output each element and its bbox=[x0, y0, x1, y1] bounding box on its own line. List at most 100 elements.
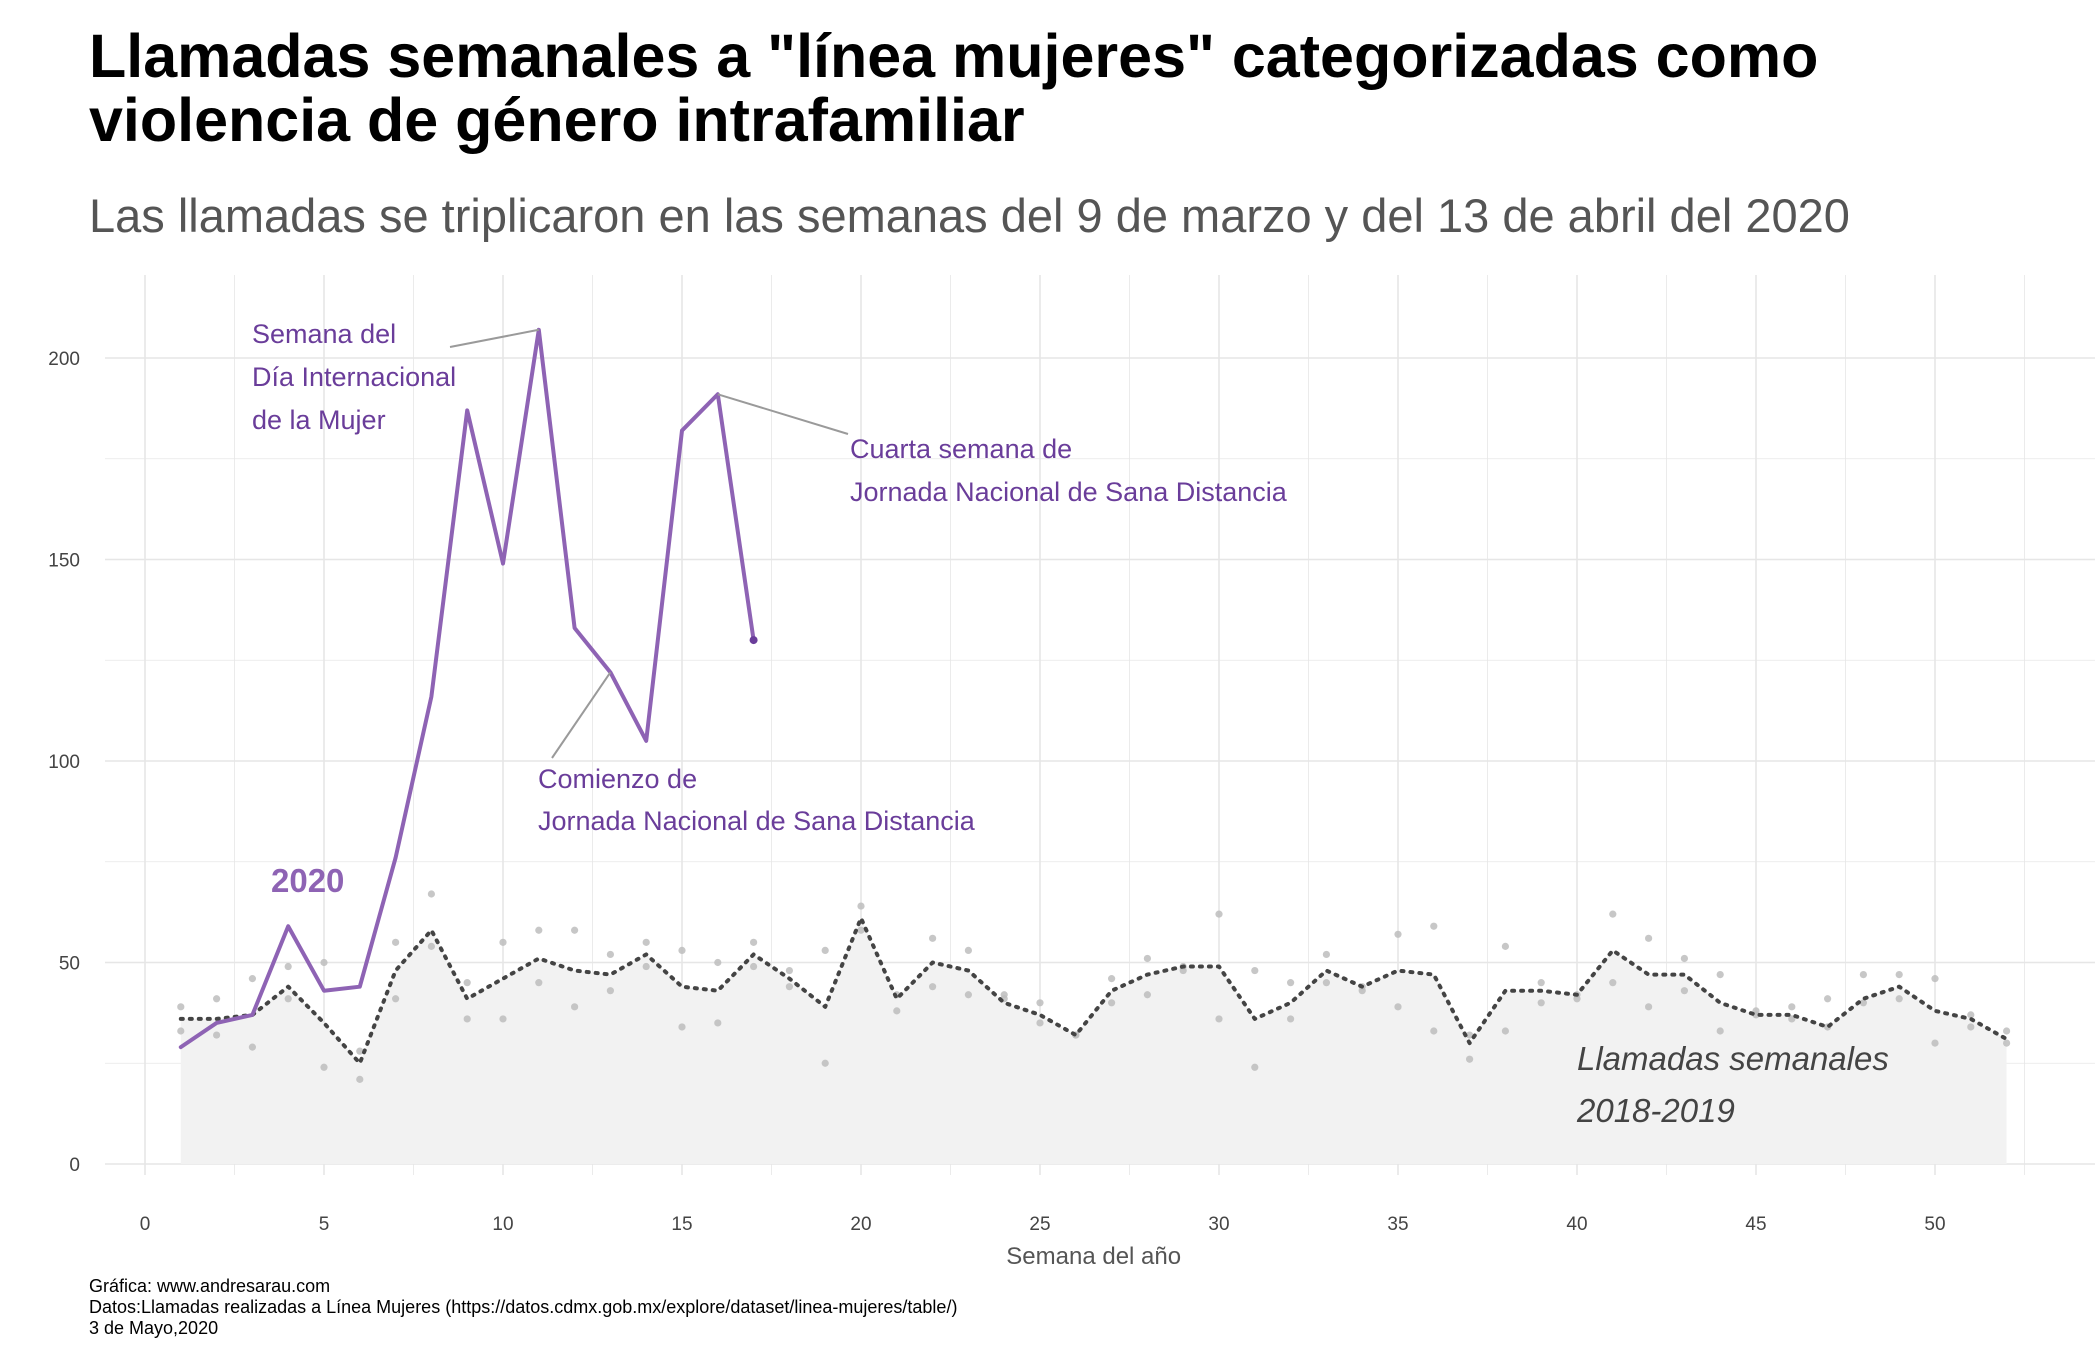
y-tick-label: 100 bbox=[48, 752, 80, 773]
point-2019 bbox=[499, 1015, 507, 1023]
point-2018 bbox=[857, 902, 865, 910]
x-tick-label: 5 bbox=[319, 1214, 330, 1235]
annotation-text: Cuarta semana de Jornada Nacional de Sana… bbox=[850, 434, 1288, 507]
average-2018-2019-line bbox=[178, 916, 2009, 1066]
annotation-text: Comienzo de Jornada Nacional de Sana Dist… bbox=[538, 764, 976, 836]
x-tick-label: 15 bbox=[671, 1214, 692, 1235]
point-2018 bbox=[606, 950, 615, 959]
annotation-text: 2020 bbox=[271, 862, 344, 899]
point-2018 bbox=[1824, 995, 1832, 1003]
point-2018 bbox=[392, 938, 400, 946]
point-2019 bbox=[392, 995, 400, 1003]
point-2019 bbox=[1716, 1027, 1724, 1035]
y-tick-label: 150 bbox=[48, 551, 80, 572]
chart-subtitle: Las llamadas se triplicaron en las seman… bbox=[89, 189, 1850, 242]
point-2019 bbox=[1573, 995, 1581, 1003]
point-2019 bbox=[463, 1015, 471, 1023]
x-tick-label: 35 bbox=[1387, 1214, 1408, 1235]
point-2018 bbox=[1859, 970, 1867, 979]
point-2018 bbox=[1716, 970, 1724, 979]
point-2018 bbox=[427, 890, 435, 898]
point-2019 bbox=[1430, 1027, 1438, 1035]
annotation-line: Cuarta semana de bbox=[850, 434, 1072, 464]
annotation-line: Comienzo de bbox=[538, 764, 697, 794]
point-2018 bbox=[1430, 922, 1438, 930]
point-2018 bbox=[1287, 979, 1295, 987]
series-2020-line bbox=[178, 327, 756, 1050]
point-2018 bbox=[1931, 975, 1939, 983]
annotation-text: Semana del Día Internacional de la Mujer bbox=[252, 319, 456, 435]
point-2018 bbox=[1394, 930, 1402, 938]
point-2019 bbox=[320, 1063, 328, 1071]
point-2019 bbox=[714, 1019, 722, 1027]
point-2018 bbox=[678, 946, 686, 955]
point-2018 bbox=[750, 938, 758, 946]
point-2018 bbox=[714, 958, 722, 967]
data-points bbox=[177, 890, 2011, 1083]
point-2019 bbox=[678, 1023, 686, 1031]
point-2018 bbox=[248, 975, 256, 983]
annotation-text: Llamadas semanales 2018-2019 bbox=[1576, 1040, 1889, 1129]
point-2018 bbox=[571, 926, 579, 934]
point-2018 bbox=[213, 995, 221, 1003]
point-2018 bbox=[1108, 975, 1116, 983]
point-2018 bbox=[535, 926, 543, 934]
point-2018 bbox=[320, 958, 328, 967]
point-2019 bbox=[1645, 1003, 1653, 1011]
chart-title: Llamadas semanales a "línea mujeres" cat… bbox=[89, 22, 1819, 154]
point-2019 bbox=[1609, 979, 1617, 987]
x-tick-label: 25 bbox=[1029, 1214, 1050, 1235]
annotation-line: Día Internacional bbox=[252, 362, 456, 392]
point-2018 bbox=[356, 1075, 364, 1083]
point-2019 bbox=[1895, 995, 1903, 1003]
x-tick-label: 40 bbox=[1566, 1214, 1587, 1235]
point-2018 bbox=[1251, 966, 1259, 975]
point-2019 bbox=[2003, 1039, 2011, 1047]
y-tick-label: 0 bbox=[69, 1155, 80, 1176]
point-2019 bbox=[1143, 991, 1151, 999]
point-2019 bbox=[1859, 999, 1867, 1007]
point-2019 bbox=[1537, 999, 1545, 1007]
point-2018 bbox=[1680, 954, 1688, 963]
point-2019 bbox=[606, 987, 615, 995]
series-lines bbox=[178, 327, 2009, 1066]
point-2019 bbox=[1501, 1027, 1509, 1035]
point-2019 bbox=[571, 1003, 579, 1011]
point-2019 bbox=[1036, 1019, 1044, 1027]
point-2019 bbox=[1215, 1015, 1223, 1023]
point-2019 bbox=[750, 962, 758, 971]
point-2019 bbox=[1466, 1055, 1474, 1063]
point-2018 bbox=[1466, 1031, 1474, 1039]
point-2019 bbox=[1179, 966, 1187, 975]
point-2018 bbox=[284, 962, 292, 971]
point-2018 bbox=[1645, 934, 1653, 942]
point-2018 bbox=[1322, 950, 1330, 959]
point-2018 bbox=[1895, 970, 1903, 979]
point-2018 bbox=[463, 979, 471, 987]
point-2019 bbox=[1322, 979, 1330, 987]
point-2019 bbox=[1788, 1015, 1796, 1023]
point-2018 bbox=[642, 938, 650, 946]
point-2019 bbox=[893, 1007, 901, 1015]
annotation-line: 2018-2019 bbox=[1576, 1092, 1735, 1129]
point-2018 bbox=[1501, 942, 1509, 950]
x-tick-label: 20 bbox=[850, 1214, 871, 1235]
point-2019 bbox=[248, 1043, 256, 1051]
average-area bbox=[180, 918, 2007, 1164]
annotation-line: Llamadas semanales bbox=[1577, 1040, 1889, 1077]
annotation-connector bbox=[717, 393, 849, 435]
point-2018 bbox=[929, 934, 937, 942]
point-2019 bbox=[213, 1031, 221, 1039]
caption-date: 3 de Mayo,2020 bbox=[89, 1318, 219, 1338]
average-area-fill bbox=[180, 918, 2007, 1164]
point-2019 bbox=[356, 1047, 364, 1055]
annotations: Semana del Día Internacional de la Mujer Cu… bbox=[252, 319, 1889, 1129]
caption: Gráfica: www.andresarau.com Datos:Llamad… bbox=[89, 1276, 957, 1339]
point-2018 bbox=[1537, 979, 1545, 987]
series-2020-endpoint bbox=[749, 636, 758, 645]
annotation-connector bbox=[449, 328, 539, 348]
x-axis-label: Semana del año bbox=[1006, 1243, 1181, 1270]
point-2019 bbox=[1358, 987, 1366, 995]
point-2019 bbox=[929, 983, 937, 991]
